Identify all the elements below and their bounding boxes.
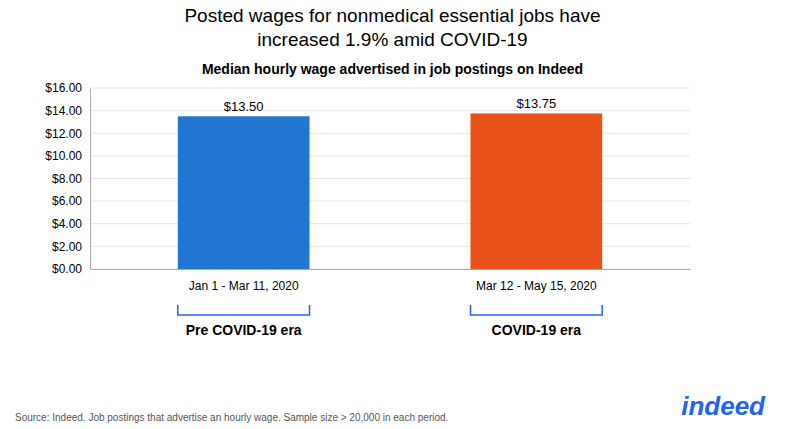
- data-labels: $13.50 $13.75: [224, 96, 556, 114]
- y-tick: $4.00: [52, 217, 90, 231]
- y-tick: $16.00: [45, 81, 90, 95]
- y-tick-label: $0.00: [52, 262, 82, 276]
- bar: [178, 116, 310, 269]
- bracket: [470, 305, 602, 315]
- y-tick-label: $10.00: [45, 149, 82, 163]
- y-tick-label: $4.00: [52, 217, 82, 231]
- y-tick: $8.00: [52, 172, 90, 186]
- plot: $0.00 $2.00 $4.00 $6.00 $8.00 $10.00 $12.00 $14…: [45, 81, 690, 338]
- brackets: Pre COVID-19 era COVID-19 era: [178, 305, 602, 338]
- x-tick: Jan 1 - Mar 11, 2020: [189, 279, 299, 293]
- grid-line: [90, 110, 690, 111]
- data-label: $13.75: [516, 96, 556, 111]
- bars: [178, 113, 602, 269]
- y-axis: $0.00 $2.00 $4.00 $6.00 $8.00 $10.00 $12.00 $14…: [45, 81, 90, 276]
- y-tick-label: $2.00: [52, 240, 82, 254]
- subtitle: Median hourly wage advertised in job pos…: [202, 61, 583, 77]
- y-tick: $2.00: [52, 240, 90, 254]
- logo: indeed: [681, 391, 766, 421]
- x-tick-label: Jan 1 - Mar 11, 2020: [189, 279, 299, 293]
- y-tick-label: $6.00: [52, 194, 82, 208]
- y-tick-label: $8.00: [52, 172, 82, 186]
- bar: [470, 113, 602, 269]
- x-tick: Mar 12 - May 15, 2020: [476, 279, 597, 293]
- grid-line: [90, 88, 690, 89]
- x-axis-line: [91, 269, 691, 270]
- y-axis-line: [90, 89, 91, 270]
- grid: [90, 88, 690, 269]
- y-tick-label: $14.00: [45, 104, 82, 118]
- y-tick-label: $16.00: [45, 81, 82, 95]
- y-tick: $6.00: [52, 194, 90, 208]
- y-tick-label: $12.00: [45, 127, 82, 141]
- y-tick: $12.00: [45, 127, 90, 141]
- y-tick: $10.00: [45, 149, 90, 163]
- bracket: [178, 305, 310, 315]
- x-tick-label: Mar 12 - May 15, 2020: [476, 279, 597, 293]
- chart: Posted wages for nonmedical essential jo…: [0, 0, 785, 429]
- y-tick: $0.00: [52, 262, 90, 276]
- group-label: Pre COVID-19 era: [186, 322, 302, 338]
- source: Source: Indeed. Job postings that advert…: [15, 412, 448, 423]
- y-tick: $14.00: [45, 104, 90, 118]
- x-axis: Jan 1 - Mar 11, 2020 Mar 12 - May 15, 202…: [91, 270, 691, 293]
- title: Posted wages for nonmedical essential jo…: [184, 5, 600, 50]
- group-label: COVID-19 era: [492, 322, 582, 338]
- data-label: $13.50: [224, 99, 264, 114]
